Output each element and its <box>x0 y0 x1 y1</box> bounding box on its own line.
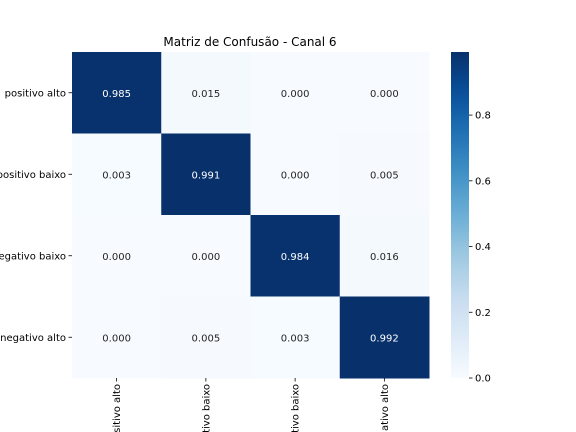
heatmap-cell <box>250 296 341 379</box>
cell-value-label: 0.991 <box>192 170 221 181</box>
colorbar-tick-label: 0.2 <box>475 308 491 319</box>
y-tick-label: positivo baixo <box>0 170 66 181</box>
chart-title: Matriz de Confusão - Canal 6 <box>163 35 336 49</box>
colorbar-tick-label: 0.0 <box>475 374 491 385</box>
cell-value-label: 0.005 <box>370 170 399 181</box>
heatmap-cell <box>161 296 251 379</box>
heatmap-cell <box>339 296 430 379</box>
cell-value-label: 0.005 <box>192 333 221 344</box>
cell-value-label: 0.000 <box>281 89 310 100</box>
heatmap-cell <box>72 296 162 379</box>
heatmap-cell <box>250 133 341 216</box>
cell-value-label: 0.003 <box>102 170 131 181</box>
heatmap-cell <box>72 133 162 216</box>
cell-value-label: 0.985 <box>102 89 131 100</box>
heatmap-cell <box>161 52 251 134</box>
heatmap-cell <box>72 215 162 297</box>
cell-value-label: 0.992 <box>370 333 399 344</box>
x-tick-labels: positivo alto positivo baixo negativo baix… <box>112 378 391 432</box>
cell-value-label: 0.016 <box>370 252 399 263</box>
y-tick-label: negativo baixo <box>0 251 66 262</box>
colorbar-tick-label: 0.4 <box>475 242 491 253</box>
colorbar-tick-label: 0.8 <box>475 111 491 122</box>
cell-value-label: 0.015 <box>192 89 221 100</box>
cell-value-label: 0.000 <box>370 89 399 100</box>
x-tick-label: positivo alto <box>112 384 123 432</box>
cell-value-label: 0.000 <box>102 333 131 344</box>
cell-value-label: 0.000 <box>281 170 310 181</box>
y-tick-label: positivo alto <box>5 88 66 99</box>
colorbar-gradient <box>451 52 469 378</box>
heatmap-cell <box>339 215 430 297</box>
x-tick-label: negativo baixo <box>291 384 302 432</box>
heatmap-cell <box>339 52 430 134</box>
cell-value-label: 0.984 <box>281 252 310 263</box>
x-tick-label: negativo alto <box>380 384 391 432</box>
heatmap-cell <box>250 52 341 134</box>
x-tick-label: positivo baixo <box>201 384 212 432</box>
cell-value-label: 0.003 <box>281 333 310 344</box>
colorbar: 0.0 0.2 0.4 0.6 0.8 <box>451 52 491 385</box>
cell-value-label: 0.000 <box>192 252 221 263</box>
heatmap-cell <box>250 215 341 297</box>
heatmap-cell <box>161 215 251 297</box>
heatmap-cell <box>72 52 162 134</box>
cell-value-label: 0.000 <box>102 252 131 263</box>
y-tick-labels: positivo alto positivo baixo negativo baix… <box>0 88 72 344</box>
heatmap-cells: 0.985 0.015 0.000 0.000 0.003 0.991 0.000 0.005… <box>72 52 430 379</box>
y-tick-label: negativo alto <box>0 333 66 344</box>
heatmap-cell <box>339 133 430 216</box>
colorbar-tick-label: 0.6 <box>475 176 491 187</box>
heatmap-cell <box>161 133 251 216</box>
